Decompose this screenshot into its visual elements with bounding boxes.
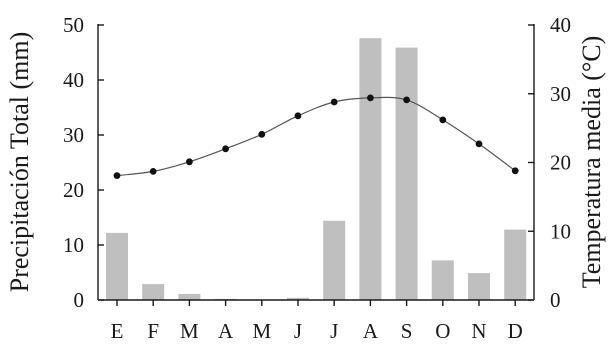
- temperature-point: [403, 96, 410, 104]
- x-tick-label: J: [294, 319, 302, 343]
- temperature-point: [367, 94, 374, 102]
- precipitation-bar: [359, 38, 382, 300]
- x-tick-label: S: [401, 319, 413, 343]
- temperature-line: [116, 96, 516, 177]
- x-tick-label: F: [147, 319, 159, 343]
- right-tick-label: 0: [550, 288, 561, 312]
- precipitation-bar: [504, 229, 527, 300]
- precipitation-bar: [106, 232, 128, 300]
- temperature-point: [113, 172, 121, 180]
- x-tick-label: E: [111, 319, 124, 343]
- precipitation-bar: [323, 220, 346, 300]
- temperature-point: [330, 98, 338, 106]
- left-tick-label: 10: [63, 233, 84, 257]
- temperature-point: [294, 112, 302, 120]
- temperature-point: [475, 140, 483, 148]
- right-tick-label: 40: [550, 13, 571, 37]
- temperature-point: [511, 167, 519, 175]
- temperature-point: [222, 145, 230, 153]
- x-tick-label: N: [471, 319, 486, 343]
- left-tick-label: 20: [63, 178, 84, 202]
- precipitation-bar: [395, 47, 418, 300]
- left-tick-label: 50: [63, 13, 84, 37]
- left-tick-label: 40: [63, 68, 84, 92]
- precipitation-bar: [178, 293, 201, 300]
- right-tick-label: 20: [550, 151, 571, 175]
- x-tick-label: A: [218, 319, 234, 343]
- temperature-point: [186, 158, 193, 166]
- temperature-point: [258, 130, 266, 138]
- left-axis-title: Precipitación Total (mm): [5, 32, 34, 293]
- x-tick-label: M: [180, 319, 199, 343]
- right-ticks-group: 0 10 20 30 40: [528, 13, 571, 312]
- left-ticks-group: 0 10 20 30 40 50: [63, 13, 104, 312]
- precipitation-bar: [431, 260, 454, 300]
- left-tick-label: 0: [74, 288, 85, 312]
- x-tick-label: J: [330, 319, 338, 343]
- right-tick-label: 30: [550, 82, 571, 106]
- x-tick-label: D: [508, 319, 523, 343]
- right-tick-label: 10: [550, 219, 571, 243]
- precipitation-bar: [142, 284, 165, 300]
- precipitation-bar: [287, 297, 309, 300]
- x-tick-label: O: [435, 319, 450, 343]
- temperature-point: [439, 116, 447, 124]
- left-tick-label: 30: [63, 123, 84, 147]
- precipitation-bar: [468, 273, 490, 300]
- temperature-line-group: [113, 94, 519, 180]
- x-tick-label: M: [252, 319, 271, 343]
- bars-group: [106, 38, 527, 300]
- right-axis-title: Temperatura media (°C): [577, 36, 606, 289]
- x-tick-label: A: [363, 319, 379, 343]
- temperature-point: [149, 168, 157, 175]
